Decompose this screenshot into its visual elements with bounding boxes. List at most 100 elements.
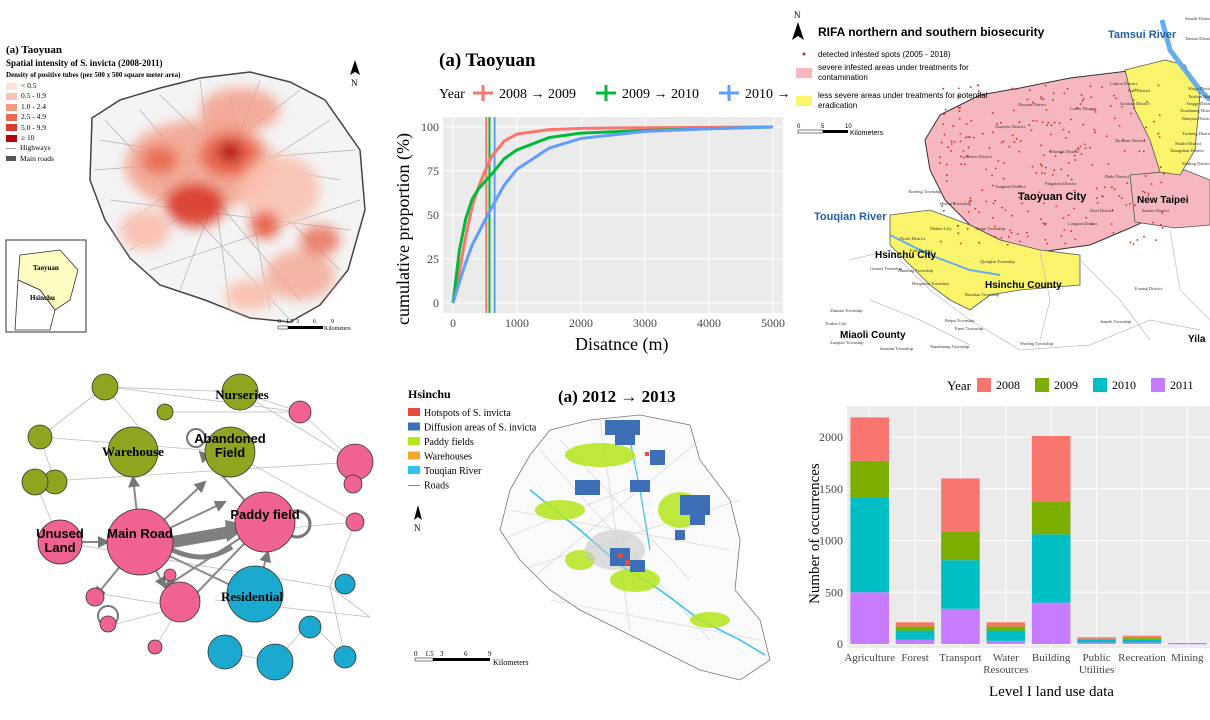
- infested-spot: [968, 136, 971, 138]
- infested-spot: [1038, 191, 1041, 194]
- infested-spot: [1042, 202, 1045, 205]
- bar-segment: [986, 622, 1026, 627]
- svg-text:Kilometers: Kilometers: [324, 326, 351, 332]
- infested-spot: [957, 232, 960, 235]
- infested-spot: [939, 162, 941, 164]
- infested-spot: [1105, 135, 1108, 138]
- network-node: [256, 643, 294, 681]
- infested-spot: [1002, 140, 1005, 143]
- infested-spot: [1095, 187, 1098, 190]
- svg-text:3: 3: [296, 319, 299, 325]
- svg-text:1.5: 1.5: [425, 650, 434, 658]
- infested-spot: [963, 163, 966, 166]
- infested-spot: [950, 140, 953, 143]
- svg-text:0: 0: [797, 124, 801, 130]
- y-tick-label: 500: [825, 585, 843, 599]
- infested-spot: [965, 123, 968, 125]
- cumulative-chart-svg: (a) Taoyuan Year 2008 → 2009 2009 → 2010 2…: [393, 50, 790, 355]
- infested-spot: [945, 180, 948, 182]
- infested-spot: [1035, 172, 1038, 174]
- network-node: [336, 443, 374, 481]
- bar-segment: [895, 622, 935, 627]
- infested-spot: [1143, 139, 1146, 142]
- district-label: Xinpu Township: [975, 226, 1006, 231]
- chart-title: (a) Taoyuan: [439, 50, 536, 71]
- rifa-map-svg: N RIFA northern and southern biosecurity…: [792, 10, 1210, 351]
- less-severe-area-north: [1124, 59, 1201, 176]
- infested-spot: [942, 123, 944, 126]
- legend-spot-symbol: [802, 52, 806, 56]
- infested-spot: [1030, 129, 1033, 132]
- density-swatch: [6, 103, 17, 111]
- infested-spot: [978, 241, 981, 244]
- infested-spot: [978, 211, 981, 214]
- infested-spot: [1008, 145, 1011, 148]
- infested-spot: [969, 86, 972, 88]
- panel-a-title: (a) Taoyuan: [6, 44, 62, 56]
- density-swatch: [6, 134, 17, 142]
- legend-title: Density of positive tubes (per 500 x 500…: [6, 71, 181, 79]
- infested-spot: [1112, 232, 1115, 234]
- infested-spot: [1058, 122, 1061, 125]
- infested-spot: [969, 197, 972, 200]
- hotspot-cells: [618, 452, 649, 565]
- bar-segment: [1031, 602, 1071, 644]
- infested-spot: [1053, 169, 1056, 172]
- infested-spot: [1161, 227, 1164, 229]
- district-label: Nanzhuang Township: [930, 344, 970, 349]
- district-label: Hengshan Township: [912, 281, 949, 286]
- infested-spot: [1110, 186, 1113, 189]
- legend-label: Paddy fields: [424, 437, 474, 448]
- infested-spot: [1079, 145, 1082, 148]
- infested-spot: [1012, 109, 1015, 112]
- svg-text:5: 5: [821, 124, 825, 130]
- district-label: Taoyuan District: [1115, 138, 1146, 143]
- district-label: Qionglin Township: [980, 259, 1015, 264]
- infested-spot: [1155, 239, 1157, 242]
- infested-spot: [1037, 196, 1040, 199]
- infested-spot: [1042, 98, 1045, 101]
- infested-spot: [1123, 150, 1126, 152]
- series-line: [451, 125, 774, 304]
- infested-spot: [1070, 230, 1073, 233]
- bar-segment: [1122, 642, 1162, 644]
- infested-spot: [953, 141, 956, 143]
- infested-spot: [1074, 149, 1077, 152]
- scale-bar: 0 5 10 Kilometers: [797, 124, 884, 137]
- bar-segment: [1077, 638, 1116, 640]
- infested-spot: [1016, 232, 1019, 235]
- infested-spot: [1093, 109, 1096, 112]
- network-node: [159, 581, 201, 623]
- infested-spot: [1101, 86, 1103, 89]
- infested-spot: [1031, 165, 1034, 168]
- y-axis-label: Number of occurrences: [807, 463, 823, 604]
- infested-spot: [1111, 209, 1114, 212]
- legend-swatch: [408, 408, 420, 416]
- panel-rifa-map: N RIFA northern and southern biosecurity…: [790, 0, 1210, 362]
- infested-spot: [1060, 168, 1063, 171]
- infested-spot: [985, 168, 987, 171]
- y-tick-label: 1500: [819, 482, 843, 496]
- infested-spot: [966, 227, 969, 230]
- density-legend-item: 2.5 - 4.9: [6, 112, 46, 122]
- road-legend: Highways Main roads: [6, 143, 54, 164]
- district-label: Zhubei City: [930, 226, 952, 231]
- svg-text:6: 6: [313, 319, 316, 325]
- panel-taoyuan-density-map: N Taoyuan Hsinchu 0 1.5 3 6 9 Kilometers…: [0, 0, 385, 345]
- bar-segment: [1168, 643, 1207, 645]
- infested-spot: [988, 147, 991, 149]
- infested-spot: [942, 87, 945, 90]
- touqian-river: [529, 489, 766, 656]
- x-tick-label: Building: [1032, 652, 1071, 664]
- legend-label: Roads: [424, 481, 449, 492]
- infested-spot: [1050, 133, 1052, 136]
- district-label: Toufen City: [825, 321, 847, 326]
- infested-spot: [1095, 197, 1098, 200]
- infested-spot: [1045, 222, 1047, 225]
- district-label: Bade District: [1105, 174, 1130, 179]
- infested-spot: [1041, 165, 1043, 167]
- bar-segment: [1168, 643, 1207, 644]
- density-swatch: [6, 124, 17, 132]
- x-tick-label: 5000: [761, 316, 785, 330]
- infested-spot: [992, 202, 995, 205]
